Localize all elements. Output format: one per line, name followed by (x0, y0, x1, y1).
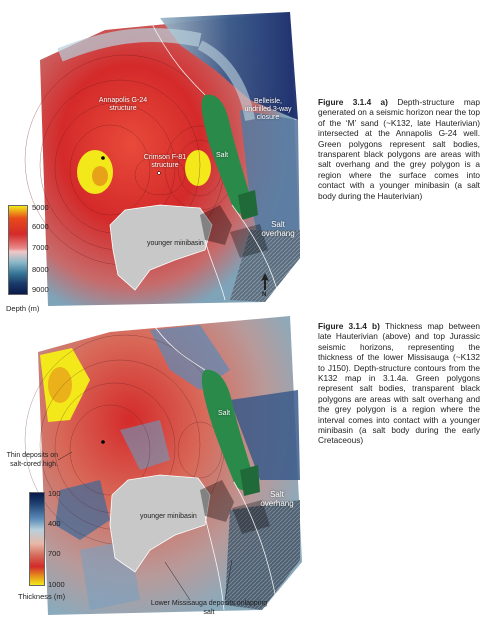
depth-structure-map-a (24, 12, 300, 306)
younger-minibasin-b (109, 474, 211, 573)
salt-overhang-label-b: Salt overhang (260, 490, 294, 508)
salt-overhang-label-a: Salt overhang (261, 220, 295, 238)
thickness-tick-100: 100 (48, 489, 61, 498)
belleisle-high (185, 150, 211, 186)
salt-label-b: Salt (218, 410, 231, 417)
caption-b-label: Figure 3.1.4 b) (318, 321, 385, 331)
caption-a: Figure 3.1.4 a) Depth-structure map gene… (318, 97, 480, 201)
depth-colorbar (8, 205, 28, 295)
pointer-lines (57, 451, 233, 601)
north-label: N (262, 292, 267, 298)
depth-tick-6000: 6000 (32, 222, 49, 231)
lower-missisauga-note: Lower Missisauga deposits onlapping salt (150, 600, 268, 616)
younger-minibasin-label-a: younger minibasin (147, 240, 204, 247)
depth-tick-9000: 9000 (32, 285, 49, 294)
thickness-colorbar (29, 492, 45, 586)
crimson-label: Crimson F-81 structure (143, 154, 187, 169)
depth-tick-8000: 8000 (32, 265, 49, 274)
depth-tick-5000: 5000 (32, 203, 49, 212)
younger-minibasin-label-b: younger minibasin (140, 513, 197, 520)
annapolis-label: Annapolis G-24 structure (98, 97, 148, 112)
younger-minibasin-a (109, 204, 213, 291)
thin-deposits-note: Thin deposits on salt-cored high. (6, 452, 58, 468)
depth-legend-title: Depth (m) (6, 304, 40, 313)
caption-b: Figure 3.1.4 b) Thickness map between la… (318, 321, 480, 446)
depth-tick-7000: 7000 (32, 243, 49, 252)
caption-a-text: Depth-structure map generated on a seism… (318, 97, 481, 201)
thickness-tick-1000: 1000 (48, 580, 65, 589)
thickness-map-b (24, 316, 302, 615)
thickness-tick-400: 400 (48, 519, 61, 528)
caption-b-text: Thickness map between late Hauterivian (… (318, 321, 480, 446)
belleisle-label: Belleisle, undrilled 3-way closure (244, 98, 292, 121)
salt-body-a (201, 94, 251, 214)
salt-label-a: Salt (216, 152, 229, 159)
north-arrow-icon (261, 273, 269, 290)
thickness-legend-title: Thickness (m) (18, 592, 66, 601)
caption-a-label: Figure 3.1.4 a) (318, 97, 398, 107)
salt-body-b (201, 369, 253, 491)
thickness-tick-700: 700 (48, 549, 61, 558)
